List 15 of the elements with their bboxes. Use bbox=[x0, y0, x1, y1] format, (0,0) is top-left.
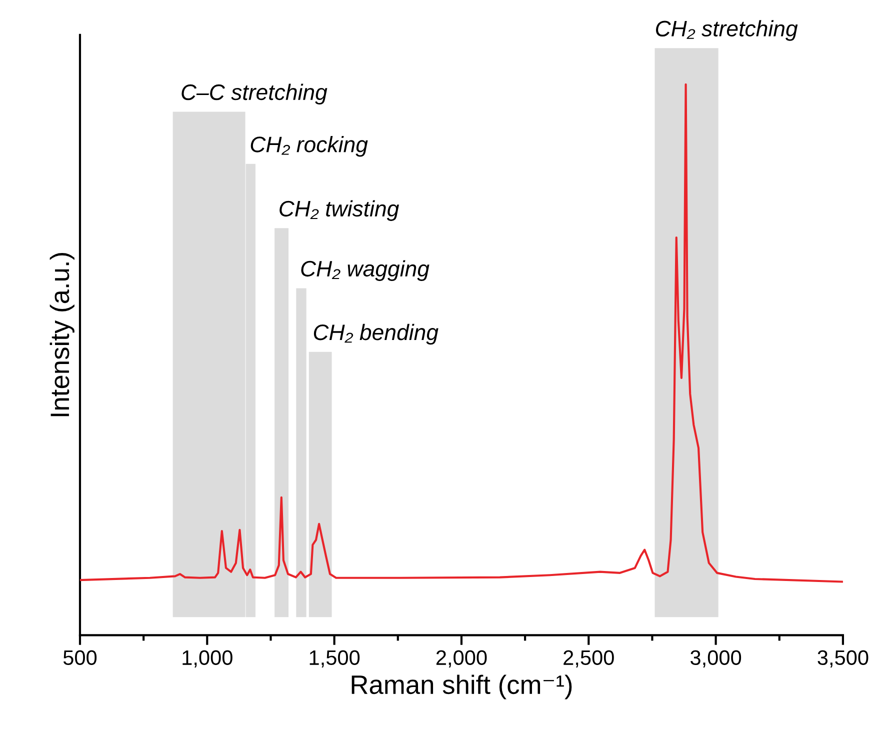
band-label: CH₂ wagging bbox=[301, 260, 430, 281]
x-tick-label: 3,500 bbox=[818, 650, 868, 668]
band-label: C–C stretching bbox=[182, 84, 328, 105]
band-label: CH₂ stretching bbox=[656, 20, 798, 41]
x-tick-label: 2,500 bbox=[564, 650, 614, 668]
x-tick-label: 2,000 bbox=[436, 650, 487, 668]
band-label: CH₂ bending bbox=[314, 324, 438, 345]
y-axis-title: Intensity (a.u.) bbox=[50, 253, 74, 416]
x-axis-title: Raman shift (cm⁻¹) bbox=[352, 674, 572, 700]
x-tick-label: 500 bbox=[63, 650, 97, 666]
band-label: CH₂ twisting bbox=[280, 200, 400, 221]
x-tick-label: 1,000 bbox=[182, 650, 232, 668]
x-tick-label: 1,500 bbox=[310, 650, 360, 668]
band-label: CH₂ rocking bbox=[250, 136, 368, 157]
x-tick-label: 3,000 bbox=[690, 650, 742, 668]
